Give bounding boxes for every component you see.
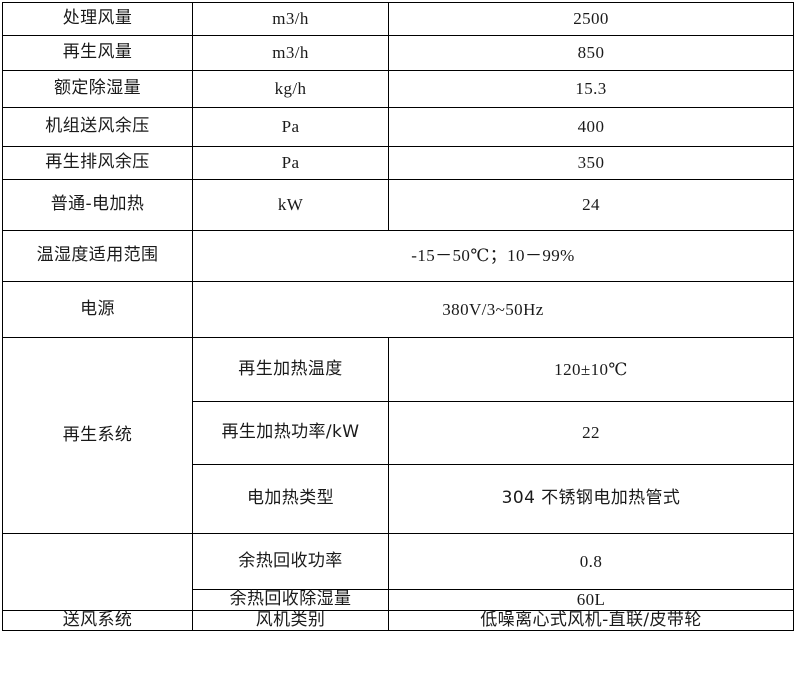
table-row: 温湿度适用范围 -15－50℃；10－99% [2,230,794,282]
row-unit-processing-airflow: m3/h [192,2,389,36]
row-label-supply-residual-pressure: 机组送风余压 [2,107,193,147]
row-label-fan-category: 风机类别 [192,609,389,632]
table-row: 普通-电加热 kW 24 [2,179,794,231]
table-row: 再生排风余压 Pa 350 [2,146,794,180]
table-row: 机组送风余压 Pa 400 [2,107,794,147]
row-value-electric-heating-type: 304 不锈钢电加热管式 [388,464,794,534]
row-value-standard-electric-heating: 24 [388,179,794,231]
row-label-regeneration-heating-power: 再生加热功率/kW [192,401,389,465]
section-label-waste-heat-recovery [2,533,193,611]
row-value-fan-category: 低噪离心式风机-直联/皮带轮 [388,609,794,632]
row-label-temp-humidity-range: 温湿度适用范围 [2,230,193,282]
row-value-regeneration-airflow: 850 [388,35,794,71]
row-value-regeneration-heating-temperature: 120±10℃ [388,337,794,402]
row-value-waste-heat-recovery-dehumidification: 60L [388,589,794,611]
row-value-rated-dehumidification: 15.3 [388,70,794,108]
section-label-air-supply-system: 送风系统 [2,609,193,632]
row-unit-exhaust-residual-pressure: Pa [192,146,389,180]
table-row: 处理风量 m3/h 2500 [2,2,794,36]
table-row: 送风系统 风机类别 低噪离心式风机-直联/皮带轮 [2,609,794,632]
row-value-processing-airflow: 2500 [388,2,794,36]
row-value-temp-humidity-range: -15－50℃；10－99% [192,230,794,282]
row-value-supply-residual-pressure: 400 [388,107,794,147]
row-label-standard-electric-heating: 普通-电加热 [2,179,193,231]
row-value-power-supply: 380V/3~50Hz [192,281,794,338]
row-unit-standard-electric-heating: kW [192,179,389,231]
row-label-rated-dehumidification: 额定除湿量 [2,70,193,108]
row-value-regeneration-heating-power: 22 [388,401,794,465]
row-label-exhaust-residual-pressure: 再生排风余压 [2,146,193,180]
row-value-exhaust-residual-pressure: 350 [388,146,794,180]
row-unit-regeneration-airflow: m3/h [192,35,389,71]
section-label-regeneration-system: 再生系统 [2,337,193,534]
row-label-waste-heat-recovery-power: 余热回收功率 [192,533,389,590]
row-unit-supply-residual-pressure: Pa [192,107,389,147]
row-value-waste-heat-recovery-power: 0.8 [388,533,794,590]
row-label-processing-airflow: 处理风量 [2,2,193,36]
table-row: 电源 380V/3~50Hz [2,281,794,338]
row-unit-rated-dehumidification: kg/h [192,70,389,108]
table-row: 额定除湿量 kg/h 15.3 [2,70,794,108]
table-row: 再生风量 m3/h 850 [2,35,794,71]
table-row: 电加热类型 304 不锈钢电加热管式 [3,464,794,534]
row-label-waste-heat-recovery-dehumidification: 余热回收除湿量 [192,589,389,611]
table-row: 再生系统 再生加热温度 120±10℃ [2,337,794,534]
table-row: 余热回收除湿量 60L [3,589,794,611]
row-label-power-supply: 电源 [2,281,193,338]
table-row: 余热回收功率 0.8 [2,533,794,611]
row-label-regeneration-heating-temperature: 再生加热温度 [192,337,389,402]
specification-table: 处理风量 m3/h 2500 再生风量 m3/h 850 额定除湿量 kg/h … [2,2,794,632]
row-label-electric-heating-type: 电加热类型 [192,464,389,534]
table-row: 再生加热功率/kW 22 [3,401,794,465]
row-label-regeneration-airflow: 再生风量 [2,35,193,71]
